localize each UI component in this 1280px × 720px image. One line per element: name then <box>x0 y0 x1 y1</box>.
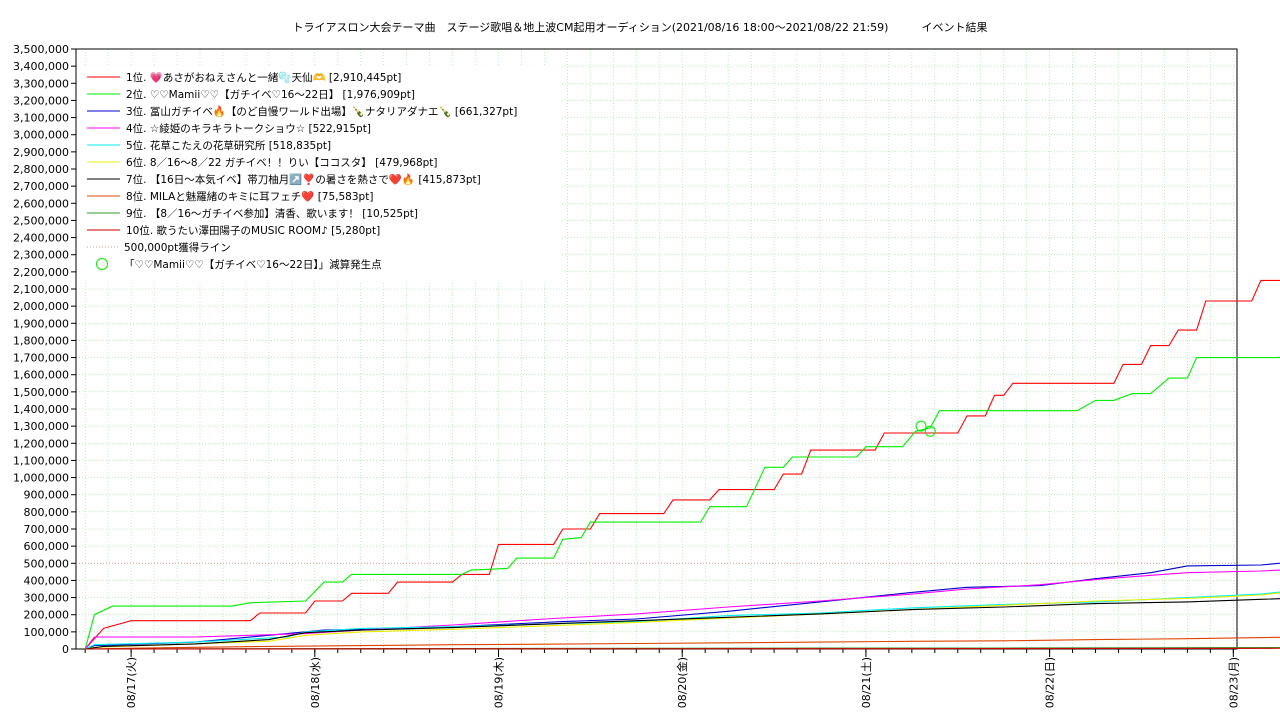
series-line-4 <box>84 569 1280 650</box>
legend-box <box>77 66 561 282</box>
legend-label-5: 5位. 花草こたえの花草研究所 [518,835pt] <box>126 139 331 152</box>
y-tick-label: 900,000 <box>24 489 70 502</box>
y-tick-label: 700,000 <box>24 523 70 536</box>
y-tick-label: 1,300,000 <box>13 420 69 433</box>
y-tick-label: 200,000 <box>24 609 70 622</box>
y-tick-label: 2,600,000 <box>13 197 69 210</box>
chart-title: トライアスロン大会テーマ曲 ステージ歌唱＆地上波CM起用オーディション(2021… <box>292 21 988 34</box>
y-tick-label: 100,000 <box>24 626 70 639</box>
y-tick-label: 1,200,000 <box>13 437 69 450</box>
series-line-10 <box>85 647 1280 650</box>
y-tick-label: 1,700,000 <box>13 352 69 365</box>
reduction-marker <box>924 425 936 437</box>
y-tick-label: 3,100,000 <box>13 112 69 125</box>
reduction-marker <box>915 420 927 432</box>
y-tick-label: 2,900,000 <box>13 146 69 159</box>
legend-label-2: 2位. ♡♡Mamii♡♡【ガチイベ♡16〜22日】 [1,976,909pt] <box>126 88 415 101</box>
y-tick-label: 3,000,000 <box>13 129 69 142</box>
series-line-1 <box>84 279 1280 650</box>
y-tick-label: 400,000 <box>24 574 70 587</box>
legend-label-7: 7位. 【16日〜本気イベ】帯刀柚月↗️❣️の暑さを熱さで❤️🔥 [415,87… <box>126 173 481 186</box>
y-tick-label: 2,400,000 <box>13 232 69 245</box>
y-tick-label: 3,300,000 <box>13 77 69 90</box>
y-tick-label: 1,500,000 <box>13 386 69 399</box>
x-tick-label: 08/18(水) <box>309 657 322 708</box>
legend-swatch-marker <box>96 258 108 270</box>
y-tick-label: 2,100,000 <box>13 283 69 296</box>
x-tick-label: 08/17(火) <box>125 657 138 708</box>
y-tick-label: 1,600,000 <box>13 369 69 382</box>
x-tick-label: 08/19(木) <box>493 657 506 708</box>
y-tick-label: 1,000,000 <box>13 472 69 485</box>
legend-label-9: 9位. 【8／16〜ガチイベ参加】清香、歌います！ [10,525pt] <box>126 207 418 220</box>
x-tick-label: 08/21(土) <box>860 657 873 708</box>
legend-label-10: 10位. 歌うたい澤田陽子のMUSIC ROOM♪ [5,280pt] <box>126 224 380 237</box>
legend-label-6: 6位. 8／16〜8／22 ガチイベ！！りい【ココスタ】 [479,968pt] <box>126 156 438 169</box>
x-tick-label: 08/20(金) <box>675 657 689 708</box>
legend-label-8: 8位. MILAと魅羅緒のキミに耳フェチ❤️ [75,583pt] <box>126 190 373 203</box>
y-tick-label: 2,800,000 <box>13 163 69 176</box>
series-line-7 <box>85 598 1280 650</box>
y-tick-label: 600,000 <box>24 540 70 553</box>
series-line-2 <box>84 356 1280 650</box>
y-tick-label: 0 <box>62 643 69 656</box>
x-tick-label: 08/22(日) <box>1044 657 1057 708</box>
y-tick-label: 2,200,000 <box>13 266 69 279</box>
y-tick-label: 1,900,000 <box>13 317 69 330</box>
legend-label-3: 3位. 冨山ガチイベ🔥【のど自慢ワールド出場】🍾ナタリアダナエ🍾 [661,32… <box>126 105 517 118</box>
legend-label-1: 1位. 💗あさがおねえさんと一緒🫧天仙🫶 [2,910,445pt] <box>126 71 401 84</box>
legend-label-reference: 500,000pt獲得ライン <box>124 241 231 254</box>
y-tick-label: 2,000,000 <box>13 300 69 313</box>
y-tick-label: 2,300,000 <box>13 249 69 262</box>
y-tick-label: 1,100,000 <box>13 454 69 467</box>
y-tick-label: 3,400,000 <box>13 60 69 73</box>
y-tick-label: 1,400,000 <box>13 403 69 416</box>
x-tick-label: 08/23(月) <box>1227 657 1240 708</box>
y-tick-label: 2,700,000 <box>13 180 69 193</box>
y-tick-label: 3,500,000 <box>13 43 69 56</box>
legend-label-marker: 「♡♡Mamii♡♡【ガチイベ♡16〜22日】」減算発生点 <box>124 258 382 271</box>
y-tick-label: 300,000 <box>24 592 70 605</box>
y-tick-label: 500,000 <box>24 557 70 570</box>
series-line-8 <box>85 636 1280 650</box>
y-tick-label: 2,500,000 <box>13 214 69 227</box>
legend-label-4: 4位. ☆綾姫のキラキラトークショウ☆ [522,915pt] <box>126 122 371 135</box>
y-tick-label: 3,200,000 <box>13 94 69 107</box>
y-tick-label: 800,000 <box>24 506 70 519</box>
y-tick-label: 1,800,000 <box>13 334 69 347</box>
